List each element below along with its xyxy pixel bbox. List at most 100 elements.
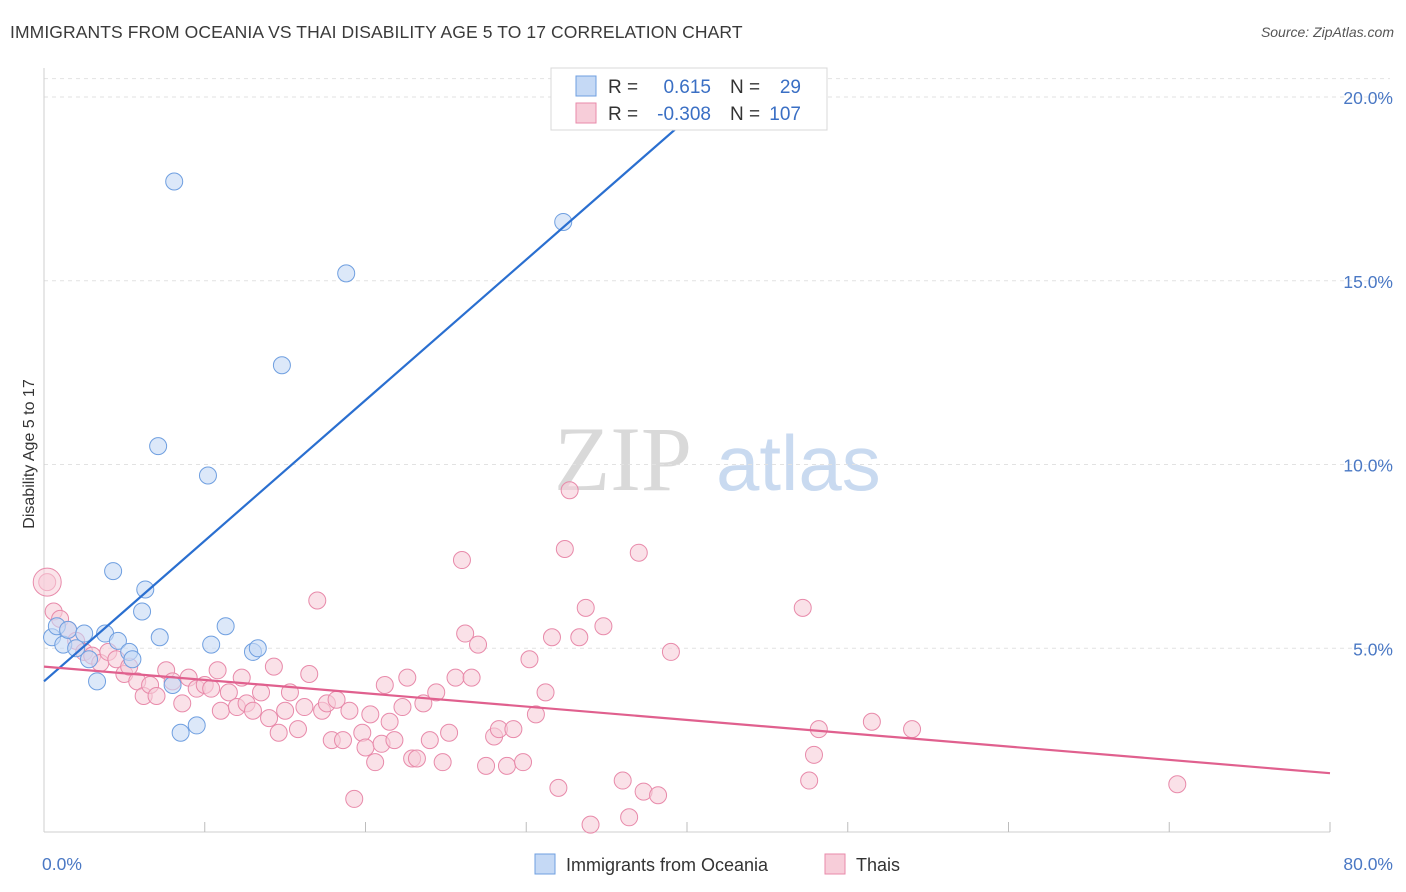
thais-point-92 [793,598,812,617]
legend-r-value-2: -0.308 [657,104,711,125]
thais-point-58 [407,749,426,768]
oceania-point-10 [108,631,127,650]
thais-point-48 [356,738,375,757]
y-tick-label-0: 5.0% [1353,639,1393,659]
legend-n-value-1: 29 [780,77,801,98]
oceania-point-23 [216,617,235,636]
thais-point-63 [440,723,459,742]
thais-point-66 [456,624,475,643]
oceania-point-12 [123,650,142,669]
thais-point-45 [340,701,359,720]
thais-point-82 [570,628,589,647]
oceania-point-21 [198,466,217,485]
y-tick-label-2: 15.0% [1343,272,1393,292]
x-tick-label-max: 80.0% [1343,854,1393,874]
thais-point-24 [211,701,230,720]
thais-point-49 [361,705,380,724]
watermark-atlas: atlas [716,419,881,507]
y-tick-labels: 5.0% 10.0% 15.0% 20.0% [1343,88,1393,659]
thais-point-67 [462,668,481,687]
thais-point-38 [300,664,319,683]
thais-point-81 [560,481,579,500]
oceania-trend-line [43,118,688,683]
x-ticks [204,822,1331,832]
thais-point-90 [649,786,668,805]
oceania-point-3 [59,620,78,639]
thais-point-46 [345,789,364,808]
thais-point-84 [581,815,600,834]
legend-n-value-2: 107 [769,104,801,125]
correlation-legend: R = 0.615 N = 29 R = -0.308 N = 107 [550,67,828,131]
thais-point-15 [147,687,166,706]
oceania-point-13 [133,602,152,621]
thais-point-52 [375,676,394,694]
oceania-point-19 [171,723,190,742]
series-legend: Immigrants from Oceania Thais [534,853,900,875]
thais-trend-line [43,665,1331,775]
thais-point-47 [353,723,372,742]
thais-point-74 [514,753,533,772]
legend-r-value-1: 0.615 [663,77,711,98]
grid [44,78,1390,649]
oceania-point-16 [150,628,169,647]
trend-lines [43,118,1331,775]
thais-point-79 [549,778,568,797]
thais-point-50 [366,753,385,772]
thais-point-39 [308,591,327,610]
thais-point-31 [260,709,279,728]
oceania-point-17 [163,676,182,694]
thais-point-96 [862,712,881,731]
legend-r-label-1: R = [608,77,638,98]
thais-point-23 [208,661,227,680]
legend-n-label-1: N = [730,77,760,98]
oceania-point-14 [136,580,155,599]
legend-r-label-2: R = [608,104,638,125]
y-tick-label-1: 10.0% [1343,456,1393,476]
oceania-point-6 [80,650,99,669]
thais-point-93 [800,771,819,790]
thais-point-77 [536,683,555,702]
oceania-point-22 [202,635,221,654]
thais-point-98 [1168,775,1187,794]
legend-n-label-2: N = [730,104,760,125]
oceania-point-25 [248,639,267,658]
x-tick-label-min: 0.0% [42,854,82,874]
thais-point-33 [269,723,288,742]
thais-point-64 [446,668,465,687]
oceania-point-27 [337,264,356,283]
thais-point-37 [295,698,314,717]
thais-point-62 [433,753,452,772]
oceania-point-9 [104,562,123,581]
thais-point-86 [613,771,632,790]
oceania-point-28 [554,212,573,231]
thais-point-95 [809,720,828,739]
thais-point-29 [243,701,262,720]
thais-point-88 [629,543,648,562]
chart-source: Source: ZipAtlas.com [1260,24,1394,40]
thais-point-30 [252,683,271,702]
thais-point-85 [594,617,613,636]
thais-point-69 [477,756,496,775]
thais-point-61 [427,683,446,702]
series-oceania-points [43,172,573,742]
oceania-point-20 [187,716,206,735]
bottom-legend-swatch-blue [534,853,556,875]
legend-swatch-blue [575,75,597,97]
oceania-point-4 [67,639,86,658]
thais-point-80 [555,540,574,559]
thais-point-18 [173,694,192,713]
oceania-point-5 [75,624,94,643]
thais-point-72 [497,756,516,775]
thais-point-25 [219,683,238,702]
thais-point-73 [504,720,523,739]
thais-point-83 [576,598,595,617]
thais-point-56 [398,668,417,687]
thais-point-91 [661,642,680,661]
bottom-legend-swatch-pink [824,853,846,875]
oceania-point-15 [149,437,168,456]
thais-point-54 [385,731,404,750]
thais-point-53 [380,712,399,731]
thais-point-97 [903,720,922,739]
thais-point-87 [620,808,639,827]
